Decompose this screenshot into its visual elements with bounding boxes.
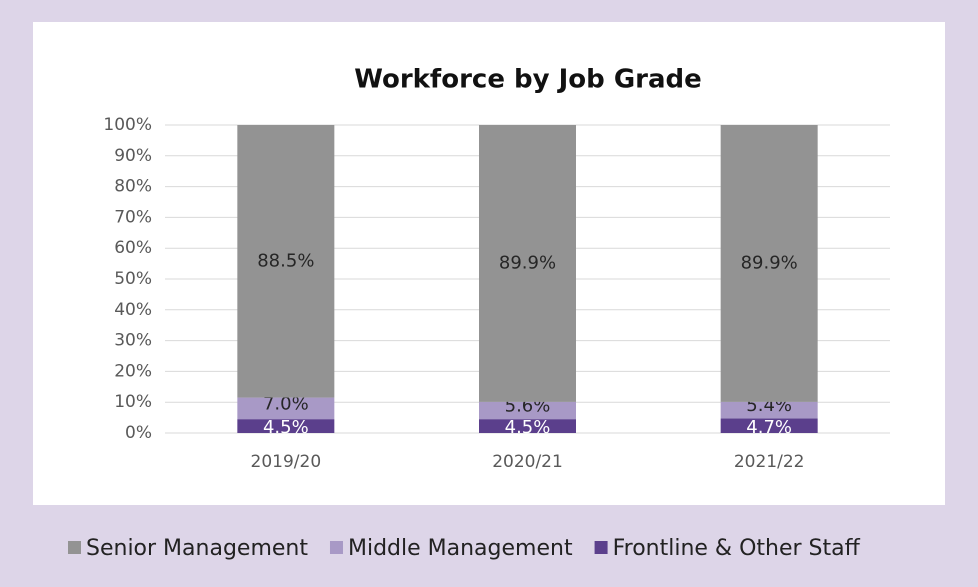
y-tick-label: 60% — [114, 238, 152, 258]
data-label: 7.0% — [263, 393, 309, 414]
legend-swatch — [329, 541, 343, 554]
data-label: 4.5% — [263, 417, 309, 438]
bar-segment — [237, 397, 335, 420]
bar-segment — [479, 401, 576, 420]
legend-swatch — [68, 541, 81, 554]
data-label: 4.7% — [746, 417, 792, 438]
chart-title: Workforce by Job Grade — [354, 65, 702, 95]
bar-segment — [720, 125, 818, 402]
bar-segment — [479, 125, 576, 402]
x-tick-label: 2020/21 — [492, 452, 563, 472]
y-tick-label: 80% — [114, 177, 152, 197]
y-tick-label: 50% — [114, 269, 152, 289]
y-tick-label: 90% — [114, 146, 152, 166]
legend-label: Frontline & Other Staff — [613, 536, 861, 561]
y-tick-label: 20% — [114, 361, 152, 381]
y-tick-label: 0% — [125, 423, 152, 443]
legend-label: Senior Management — [86, 536, 308, 561]
bar-segment — [237, 125, 335, 398]
data-label: 89.9% — [741, 252, 798, 273]
y-tick-label: 30% — [114, 331, 152, 351]
y-tick-label: 100% — [103, 115, 152, 135]
bar-segment — [720, 418, 818, 433]
y-tick-label: 10% — [114, 392, 152, 412]
legend-swatch — [594, 541, 608, 554]
x-tick-label: 2021/22 — [734, 452, 805, 472]
x-tick-label: 2019/20 — [251, 452, 322, 472]
data-label: 89.9% — [499, 252, 556, 273]
data-label: 88.5% — [257, 250, 314, 271]
data-label: 4.5% — [505, 417, 551, 438]
bar-segment — [237, 419, 335, 433]
y-tick-label: 40% — [114, 300, 152, 320]
legend-label: Middle Management — [348, 536, 573, 561]
bar-segment — [479, 419, 576, 433]
y-tick-label: 70% — [114, 207, 152, 227]
bar-segment — [720, 401, 818, 419]
